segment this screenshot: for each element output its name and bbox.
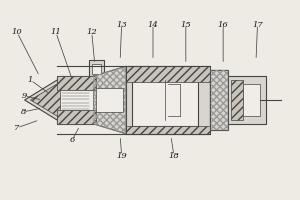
Bar — [57, 76, 96, 124]
Bar — [210, 70, 228, 130]
Bar — [96, 88, 123, 112]
Text: 8: 8 — [20, 108, 26, 116]
Text: 10: 10 — [12, 28, 22, 36]
Text: 14: 14 — [148, 21, 158, 29]
Bar — [243, 84, 260, 116]
Bar — [132, 74, 198, 126]
Text: 1: 1 — [28, 76, 33, 84]
Text: 16: 16 — [218, 21, 229, 29]
Text: 6: 6 — [70, 136, 75, 144]
Text: 7: 7 — [14, 124, 20, 132]
Bar — [126, 66, 210, 82]
Bar — [89, 60, 104, 76]
Polygon shape — [25, 76, 63, 124]
Bar — [126, 126, 210, 134]
Text: 18: 18 — [169, 152, 179, 160]
Bar — [126, 66, 210, 134]
Bar — [231, 80, 243, 120]
Polygon shape — [93, 66, 126, 134]
Text: 19: 19 — [116, 152, 127, 160]
Bar — [92, 64, 101, 74]
Text: 11: 11 — [51, 28, 61, 36]
Bar — [60, 90, 93, 110]
Text: 13: 13 — [116, 21, 127, 29]
Bar — [228, 76, 266, 124]
Text: 17: 17 — [252, 21, 263, 29]
Polygon shape — [31, 80, 63, 120]
Text: 9: 9 — [22, 92, 27, 100]
Bar — [57, 76, 96, 90]
Text: 15: 15 — [181, 21, 191, 29]
Text: 12: 12 — [86, 28, 97, 36]
Bar — [57, 110, 96, 124]
Bar — [210, 70, 228, 130]
